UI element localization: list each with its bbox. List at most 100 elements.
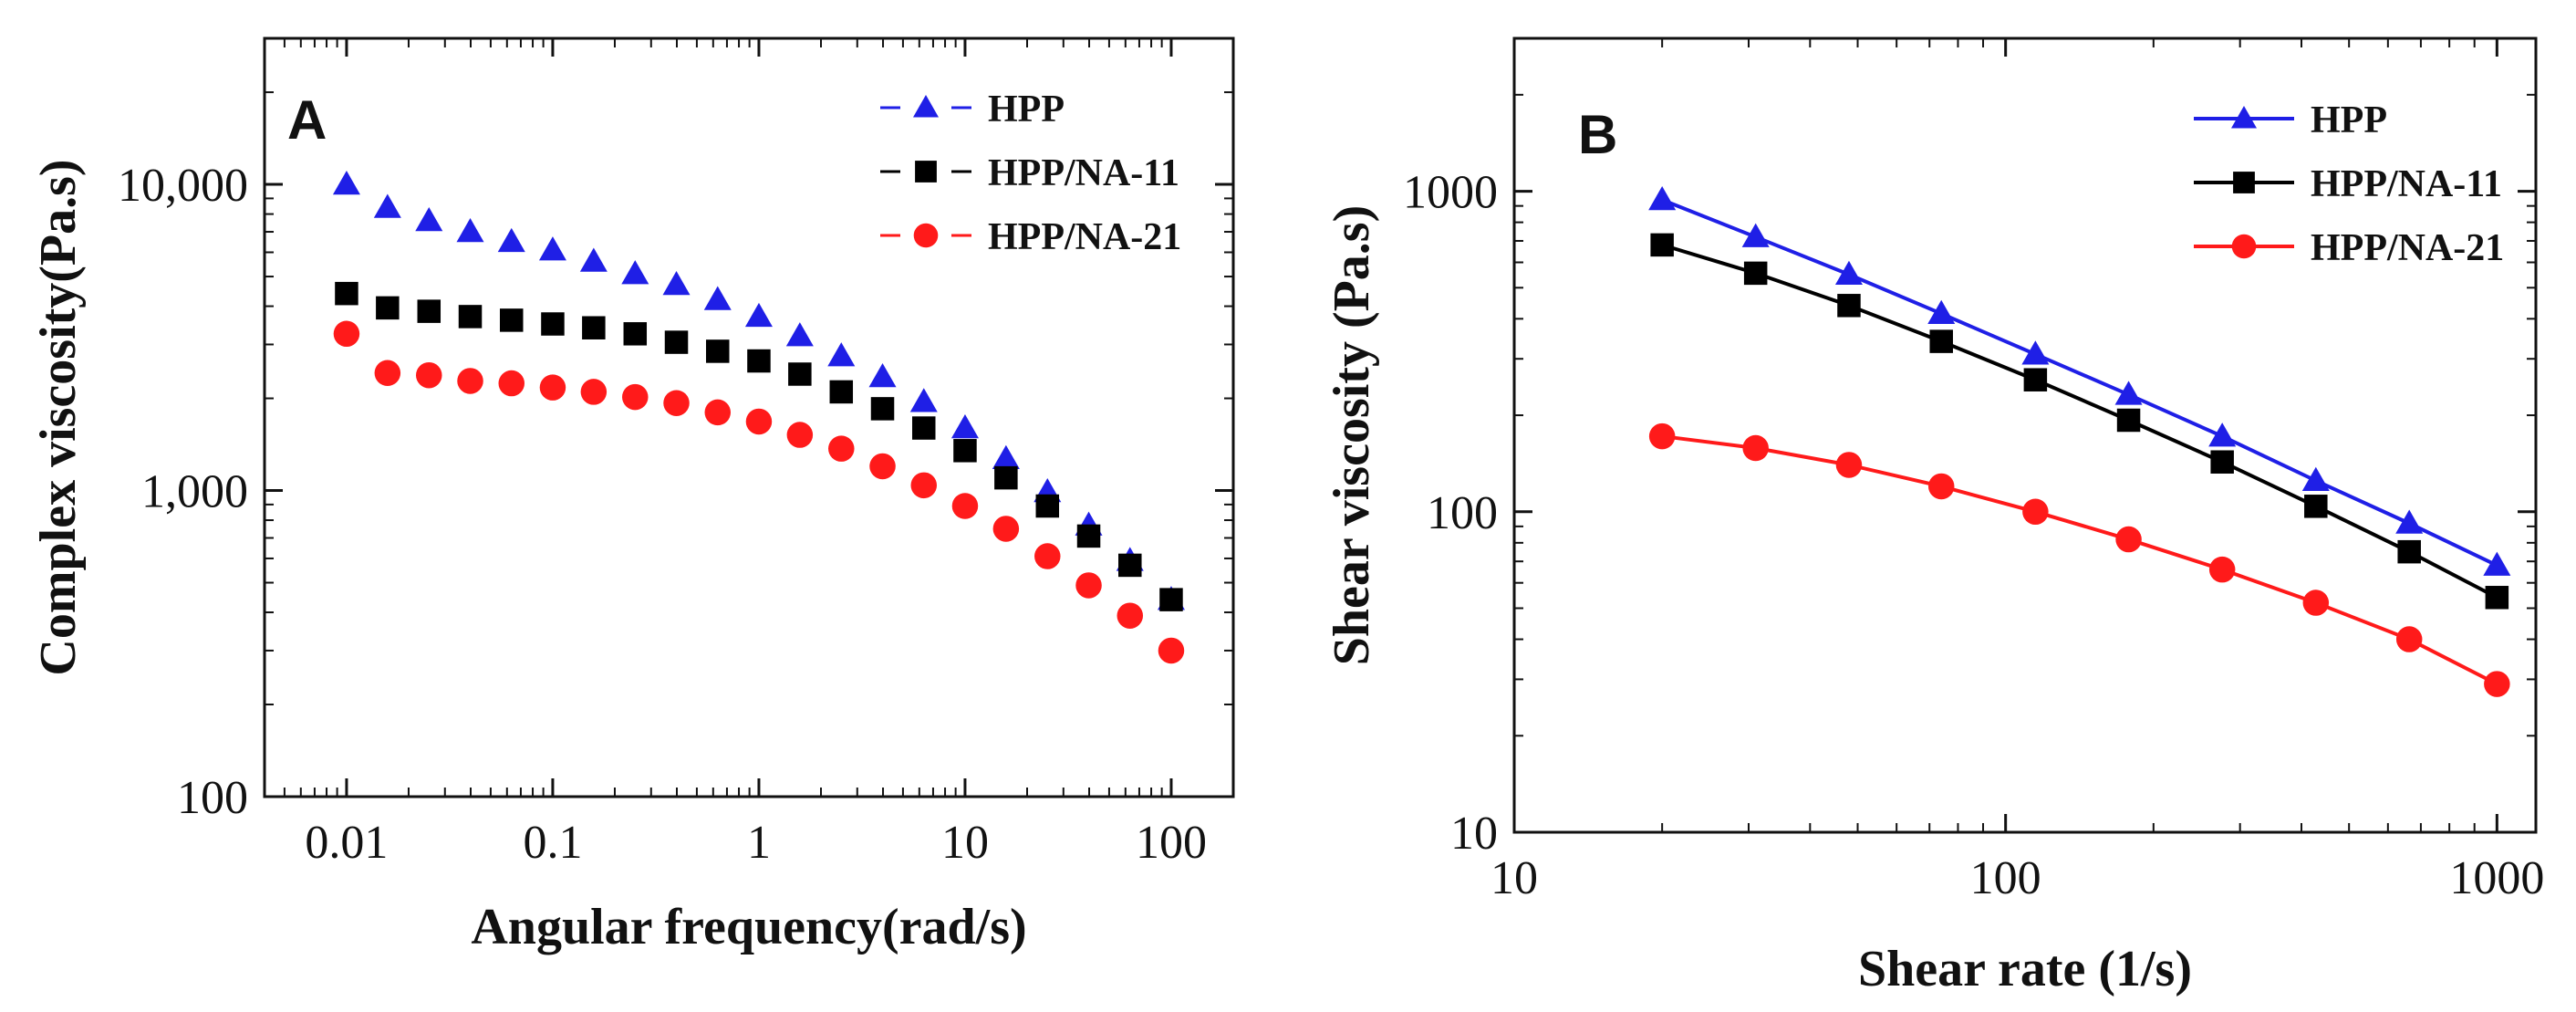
data-point: [1929, 329, 1953, 353]
series-hpp-na-11: [1650, 233, 2509, 610]
data-point: [498, 370, 525, 397]
legend-label: HPP: [988, 89, 1065, 130]
data-point: [374, 360, 401, 387]
data-point: [786, 422, 814, 448]
data-point: [994, 465, 1018, 490]
x-tick-label: 100: [1136, 817, 1207, 869]
legend-entry: HPP/NA-21: [880, 216, 1181, 258]
y-tick-label: 100: [1427, 487, 1498, 539]
data-point: [1743, 261, 1768, 286]
data-point: [909, 388, 938, 412]
x-tick-label: 1: [747, 817, 771, 869]
legend-entry: HPP: [880, 89, 1065, 130]
series-line: [1661, 243, 2498, 600]
data-point: [373, 193, 401, 218]
data-point: [664, 330, 689, 354]
plot-frame: [1512, 37, 2538, 834]
data-point: [950, 414, 979, 439]
x-tick-label: 100: [1970, 852, 2041, 904]
data-point: [1118, 553, 1142, 578]
data-point: [2484, 671, 2510, 697]
data-point: [706, 339, 730, 363]
data-point: [2022, 498, 2049, 526]
data-point: [1648, 186, 1677, 211]
data-point: [499, 308, 524, 332]
legend-entry: HPP: [2194, 99, 2387, 141]
y-tick-label: 10: [1450, 808, 1498, 860]
data-point: [2395, 509, 2424, 534]
data-point: [2116, 408, 2141, 433]
y-tick-label: 10,000: [118, 160, 248, 212]
data-point: [621, 260, 649, 285]
legend-marker: [2233, 172, 2255, 193]
data-point: [1927, 473, 1955, 500]
data-point: [2301, 466, 2330, 491]
series-hpp-na-21: [333, 320, 1185, 664]
data-point: [579, 247, 608, 272]
data-point: [703, 286, 732, 310]
data-point: [580, 379, 608, 405]
panel-b-chart: 10 100 1000 10 100 1000 Shear rate (1/s) Shear …: [1324, 37, 2544, 997]
data-point: [2115, 526, 2142, 553]
data-point: [662, 271, 691, 296]
data-point: [2023, 368, 2048, 391]
data-point: [2208, 423, 2237, 447]
data-point: [416, 361, 442, 389]
data-point: [663, 390, 690, 416]
legend-marker: [913, 95, 939, 118]
data-point: [497, 227, 525, 253]
legend-label: HPP/NA-11: [988, 152, 1179, 194]
data-point: [539, 374, 566, 401]
x-axis-title: Angular frequency(rad/s): [471, 899, 1026, 955]
y-tick-label: 100: [177, 772, 248, 824]
x-tick-label: 10: [1491, 852, 1538, 904]
series-hpp: [332, 171, 1185, 610]
data-point: [1159, 588, 1183, 611]
data-point: [704, 399, 732, 426]
legend-label: HPP/NA-21: [2311, 227, 2504, 269]
x-tick-label: 0.01: [305, 817, 388, 869]
data-point: [1075, 572, 1102, 599]
series-hpp: [1648, 186, 2511, 576]
x-tick-label: 10: [941, 817, 989, 869]
data-point: [335, 281, 358, 306]
data-point: [829, 380, 854, 404]
series-hpp-na-11: [335, 281, 1183, 611]
data-point: [541, 312, 565, 336]
data-point: [2304, 495, 2328, 518]
data-point: [827, 342, 856, 367]
data-point: [332, 171, 360, 195]
series-hpp-na-21: [1648, 423, 2510, 697]
data-point: [1034, 543, 1061, 569]
legend-label: HPP: [2311, 99, 2387, 141]
data-point: [869, 453, 896, 480]
y-axis-title: Shear viscosity (Pa.s): [1324, 205, 1380, 666]
data-point: [1741, 223, 1770, 247]
data-point: [1035, 494, 1060, 518]
legend-entry: HPP/NA-21: [2194, 227, 2504, 269]
data-point: [2485, 586, 2509, 610]
data-point: [1076, 524, 1101, 548]
data-point: [623, 322, 648, 346]
data-point: [1742, 434, 1769, 462]
legend-marker: [2231, 106, 2257, 129]
data-point: [538, 236, 566, 261]
data-point: [1834, 260, 1863, 286]
data-point: [1117, 602, 1144, 629]
data-point: [1648, 423, 1676, 450]
x-tick-label: 1000: [2449, 852, 2544, 904]
data-point: [745, 408, 773, 435]
data-point: [2114, 381, 2143, 405]
data-point: [417, 299, 441, 323]
data-point: [2395, 626, 2423, 652]
series-line: [1661, 434, 2498, 686]
data-point: [582, 316, 606, 339]
data-point: [622, 383, 649, 411]
panel-a-chart: 0.01 0.1 1 10 100 100 1,000 10,000 Angular frequ…: [30, 37, 1235, 955]
data-point: [951, 493, 979, 519]
data-point: [1158, 637, 1185, 664]
data-point: [1650, 233, 1674, 257]
data-point: [458, 305, 483, 329]
data-point: [785, 322, 814, 347]
